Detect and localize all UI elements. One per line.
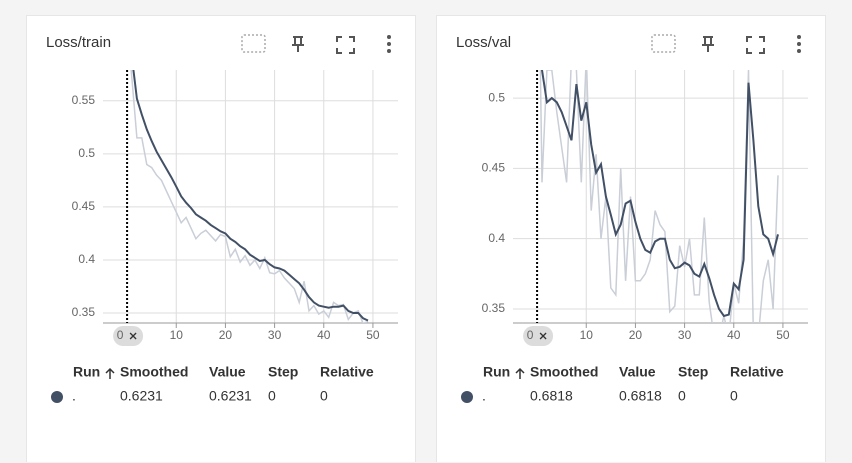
card: Loss/val 0.35 0.4 0.45 0.5 10 20 30 40 50 0 Run Smoo… xyxy=(436,15,826,462)
step-marker-chip xyxy=(523,326,554,346)
y-tick-label: 0.5 xyxy=(78,146,95,160)
menu-dot xyxy=(797,49,801,53)
table-cell: 0 xyxy=(320,388,328,404)
chart: Loss/train 0.35 0.4 0.45 0.5 0.55 10 20 30 40 50 0 R… xyxy=(46,34,398,404)
menu-dot xyxy=(387,35,391,39)
menu-dot xyxy=(387,42,391,46)
fullscreen-button[interactable] xyxy=(746,36,765,54)
y-tick-label: 0.4 xyxy=(488,231,505,245)
y-tick-label: 0.35 xyxy=(482,301,506,315)
table-header[interactable]: Value xyxy=(619,364,656,380)
x-tick-label: 20 xyxy=(219,328,233,342)
x-tick-label: 20 xyxy=(629,328,643,342)
x-tick-label: 40 xyxy=(317,328,331,342)
y-tick-label: 0.5 xyxy=(488,90,505,104)
menu-button[interactable] xyxy=(797,35,801,53)
step-marker-label: 0 xyxy=(527,328,534,342)
series-line xyxy=(539,70,779,323)
y-tick-label: 0.45 xyxy=(482,161,506,175)
card: Loss/train 0.35 0.4 0.45 0.5 0.55 10 20 30 40 50 0 R… xyxy=(26,15,416,462)
table-cell: 0 xyxy=(678,388,686,404)
step-marker-chip xyxy=(113,326,144,346)
plot xyxy=(539,70,779,323)
table-header[interactable]: Step xyxy=(268,364,298,380)
y-tick-label: 0.45 xyxy=(72,199,96,213)
y-tick-label: 0.4 xyxy=(78,252,95,266)
fit-domain-button[interactable] xyxy=(241,34,266,53)
x-tick-label: 50 xyxy=(776,328,790,342)
plot xyxy=(130,70,369,323)
x-tick-label: 30 xyxy=(268,328,282,342)
y-tick-label: 0.35 xyxy=(72,305,96,319)
x-tick-label: 50 xyxy=(366,328,380,342)
x-tick-label: 30 xyxy=(678,328,692,342)
menu-dot xyxy=(797,42,801,46)
toolbar xyxy=(241,34,391,54)
menu-button[interactable] xyxy=(387,35,391,53)
table-header[interactable]: Smoothed xyxy=(530,364,598,380)
table-cell: 0.6231 xyxy=(120,388,163,404)
x-tick-label: 10 xyxy=(170,328,184,342)
table-cell: 0.6818 xyxy=(619,388,662,404)
chart: Loss/val 0.35 0.4 0.45 0.5 10 20 30 40 50 0 Run Smoo… xyxy=(456,34,808,404)
table-header[interactable]: Relative xyxy=(730,364,784,380)
table-cell: . xyxy=(72,388,76,404)
table-cell: . xyxy=(482,388,486,404)
table-header[interactable]: Run xyxy=(483,364,510,380)
table-cell: 0.6231 xyxy=(209,388,252,404)
table-header[interactable]: Step xyxy=(678,364,708,380)
series-line xyxy=(540,70,779,318)
pin-button[interactable] xyxy=(702,36,714,52)
series-line xyxy=(130,70,369,323)
y-tick-label: 0.55 xyxy=(72,93,96,107)
run-color-dot xyxy=(51,391,63,403)
pin-button[interactable] xyxy=(292,36,304,52)
run-color-dot xyxy=(461,391,473,403)
sort-arrow xyxy=(105,367,115,379)
step-marker-close[interactable] xyxy=(129,332,137,340)
table-header[interactable]: Run xyxy=(73,364,100,380)
sort-arrow xyxy=(515,367,525,379)
chart-title: Loss/val xyxy=(456,34,511,51)
series-line xyxy=(132,70,369,322)
table-cell: 0 xyxy=(268,388,276,404)
toolbar xyxy=(651,34,801,54)
x-tick-label: 10 xyxy=(580,328,594,342)
menu-dot xyxy=(387,49,391,53)
menu-dot xyxy=(797,35,801,39)
table-header[interactable]: Relative xyxy=(320,364,374,380)
x-tick-label: 40 xyxy=(727,328,741,342)
chart-title: Loss/train xyxy=(46,34,111,51)
table-header[interactable]: Value xyxy=(209,364,246,380)
table-cell: 0.6818 xyxy=(530,388,573,404)
step-marker-close[interactable] xyxy=(539,332,547,340)
fit-domain-button[interactable] xyxy=(651,34,676,53)
table-header[interactable]: Smoothed xyxy=(120,364,188,380)
fullscreen-button[interactable] xyxy=(336,36,355,54)
table-cell: 0 xyxy=(730,388,738,404)
step-marker-label: 0 xyxy=(117,328,124,342)
